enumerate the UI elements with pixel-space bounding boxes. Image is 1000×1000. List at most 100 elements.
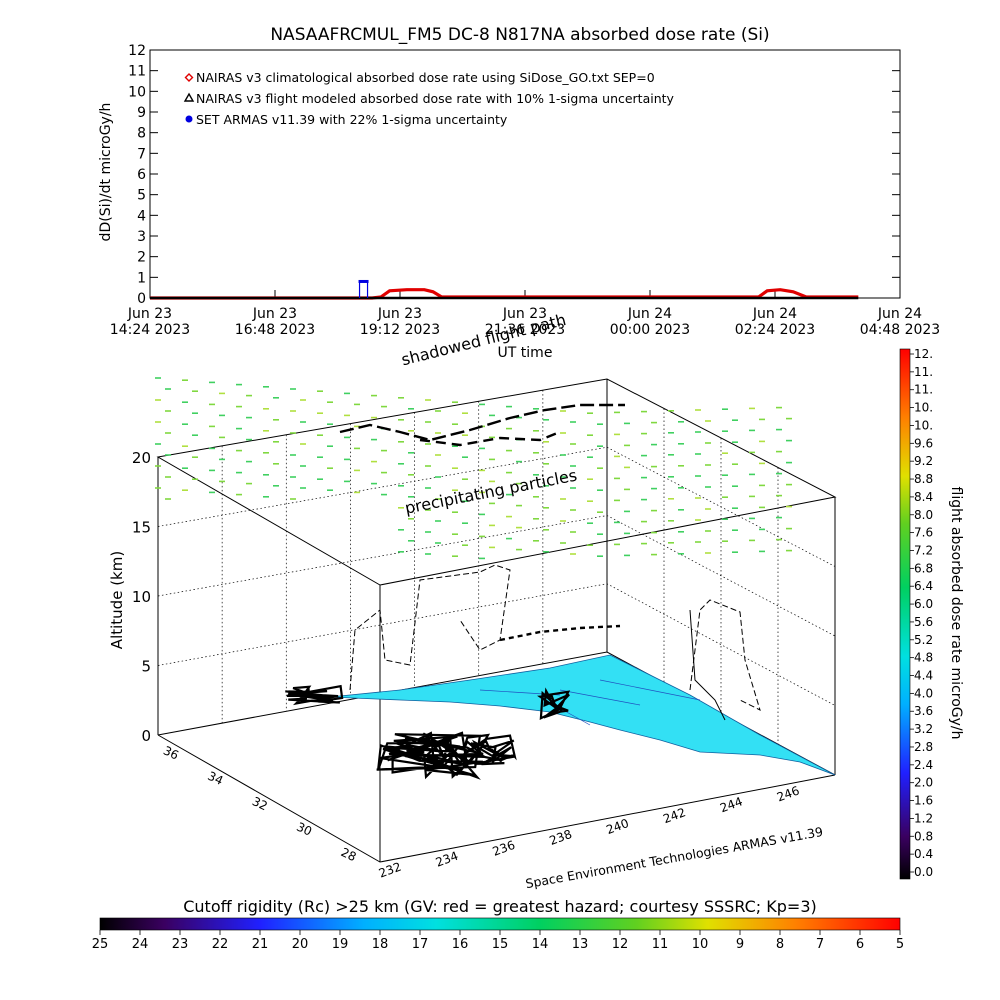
latitude-tick-label: 36 — [161, 743, 181, 762]
longitude-tick-label: 234 — [434, 849, 460, 870]
legend-marker-circle — [185, 115, 193, 123]
dose-colorbar-tick-label: 10. — [914, 418, 933, 432]
dose-rate-series — [150, 279, 859, 300]
x-tick-label-time: 16:48 2023 — [235, 322, 315, 338]
legend-label: NAIRAS v3 climatological absorbed dose r… — [196, 70, 655, 85]
latitude-tick-label: 28 — [339, 845, 359, 864]
rigidity-colorbar-tick-label: 5 — [896, 937, 904, 952]
y-tick-label: 5 — [137, 188, 146, 204]
y-tick-label: 4 — [137, 208, 146, 224]
altitude-axis-label: Altitude (km) — [108, 551, 126, 649]
dose-colorbar-tick-label: 4.0 — [914, 686, 933, 700]
y-tick-label: 7 — [137, 146, 146, 162]
rigidity-colorbar-tick-label: 23 — [172, 937, 189, 952]
x-tick-label-time: 14:24 2023 — [110, 322, 190, 338]
legend-label: NAIRAS v3 flight modeled absorbed dose r… — [196, 91, 675, 106]
rigidity-colorbar-ticks: 25 24 23 22 21 20 19 18 17 16 15 14 13 12 11 10 9 8 7 6 5 — [92, 930, 904, 952]
dose-colorbar-tick-label: 6.4 — [914, 579, 933, 593]
ground-track-cluster — [376, 731, 486, 780]
ground-map — [285, 654, 836, 780]
dose-colorbar-tick-label: 8.4 — [914, 490, 933, 504]
rigidity-colorbar-tick-label: 24 — [132, 937, 149, 952]
dose-colorbar-ticks: 12. 11. 11. 10. 10. 9.6 9.2 8.8 8.4 8.0 7.6 7.2 6.8 6… — [910, 347, 933, 879]
x-tick-label-time: 19:12 2023 — [360, 322, 440, 338]
altitude-grid-line — [157, 515, 836, 637]
altitude-3d-box: 0 5 10 15 20 36 34 32 30 28 232 234 236 238 240 242 244 2… — [132, 378, 837, 881]
rigidity-colorbar-tick-label: 16 — [452, 937, 469, 952]
dose-colorbar-tick-label: 6.0 — [914, 597, 933, 611]
y-tick-label: 11 — [128, 64, 146, 80]
y-tick-label: 9 — [137, 105, 146, 121]
dose-colorbar-tick-label: 11. — [914, 365, 933, 379]
dose-colorbar-tick-label: 7.2 — [914, 543, 933, 557]
rigidity-colorbar-tick-label: 12 — [612, 937, 629, 952]
dose-colorbar-tick-label: 2.8 — [914, 740, 933, 754]
box-front-floor-edge — [157, 734, 836, 863]
plot-frame — [149, 49, 901, 299]
x-tick-label-date: Jun 23 — [502, 306, 547, 322]
rigidity-colorbar-tick-label: 17 — [412, 937, 429, 952]
rigidity-colorbar-tick-label: 25 — [92, 937, 109, 952]
dose-colorbar-tick-label: 10. — [914, 401, 933, 415]
dose-colorbar — [899, 348, 911, 880]
x-tick-label-date: Jun 24 — [752, 306, 797, 322]
rigidity-colorbar-tick-label: 11 — [652, 937, 669, 952]
state-boundary — [559, 689, 641, 706]
x-tick-label-time: 00:00 2023 — [610, 322, 690, 338]
ground-track-cluster — [462, 733, 517, 766]
dose-colorbar-tick-label: 4.4 — [914, 669, 933, 683]
latitude-tick-label: 32 — [250, 794, 270, 813]
rigidity-colorbar-tick-label: 18 — [372, 937, 389, 952]
dose-colorbar-tick-label: 11. — [914, 383, 933, 397]
rigidity-colorbar-label: Cutoff rigidity (Rc) >25 km (GV: red = g… — [183, 897, 817, 916]
altitude-tick-label: 10 — [132, 588, 151, 606]
dose-colorbar-tick-label: 2.0 — [914, 776, 933, 790]
rigidity-colorbar-tick-label: 22 — [212, 937, 229, 952]
ground-track-cluster — [285, 684, 344, 706]
dose-colorbar-tick-label: 8.8 — [914, 472, 933, 486]
y-tick-label: 6 — [137, 167, 146, 183]
altitude-tick-label: 0 — [141, 727, 151, 745]
longitude-tick-label: 238 — [547, 827, 573, 848]
y-tick-label: 12 — [128, 43, 146, 59]
high-altitude-flight-track — [419, 430, 561, 447]
dose-colorbar-tick-label: 3.2 — [914, 722, 933, 736]
y-axis-label: dD(Si)/dt microGy/h — [98, 103, 114, 242]
altitude-grid-line — [157, 446, 836, 567]
cyan-terrain-region — [329, 654, 836, 776]
y-tick-label: 0 — [137, 291, 146, 307]
dose-colorbar-tick-label: 0.4 — [914, 847, 933, 861]
x-tick-label-time: 02:24 2023 — [735, 322, 815, 338]
dose-colorbar-tick-label: 0.8 — [914, 829, 933, 843]
mid-altitude-flight-track — [689, 599, 761, 711]
y-tick-label: 10 — [128, 84, 146, 100]
precipitating-particles-label: precipitating particles — [403, 466, 578, 518]
longitude-tick-label: 246 — [775, 783, 801, 804]
legend: NAIRAS v3 climatological absorbed dose r… — [183, 70, 675, 127]
dose-colorbar-tick-label: 12. — [914, 347, 933, 361]
chart-title: NASAAFRCMUL_FM5 DC-8 N817NA absorbed dos… — [270, 25, 769, 45]
x-tick-label-time: 21:36 2023 — [485, 322, 565, 338]
mid-altitude-flight-track — [499, 624, 621, 642]
rigidity-colorbar-tick-label: 10 — [692, 937, 709, 952]
mid-altitude-flight-track — [349, 564, 511, 691]
dose-colorbar-tick-label: 5.6 — [914, 615, 933, 629]
legend-marker-diamond — [184, 73, 194, 82]
x-tick-label-time: 04:48 2023 — [860, 322, 940, 338]
flight-tracks — [339, 403, 761, 721]
legend-label: SET ARMAS v11.39 with 22% 1-sigma uncert… — [196, 112, 508, 127]
altitude-tick-label: 20 — [132, 449, 151, 467]
dose-colorbar-tick-label: 6.8 — [914, 561, 933, 575]
longitude-tick-label: 240 — [604, 816, 630, 837]
particle-dose-markers — [155, 377, 792, 560]
y-tick-label: 1 — [137, 270, 146, 286]
y-tick-label: 8 — [137, 126, 146, 142]
x-tick-label-date: Jun 23 — [127, 306, 172, 322]
x-tick-label-date: Jun 23 — [377, 306, 422, 322]
dose-colorbar-tick-label: 9.6 — [914, 436, 933, 450]
rigidity-colorbar-tick-label: 14 — [532, 937, 549, 952]
altitude-tick-label: 5 — [141, 658, 151, 676]
mid-altitude-flight-track — [689, 609, 726, 721]
